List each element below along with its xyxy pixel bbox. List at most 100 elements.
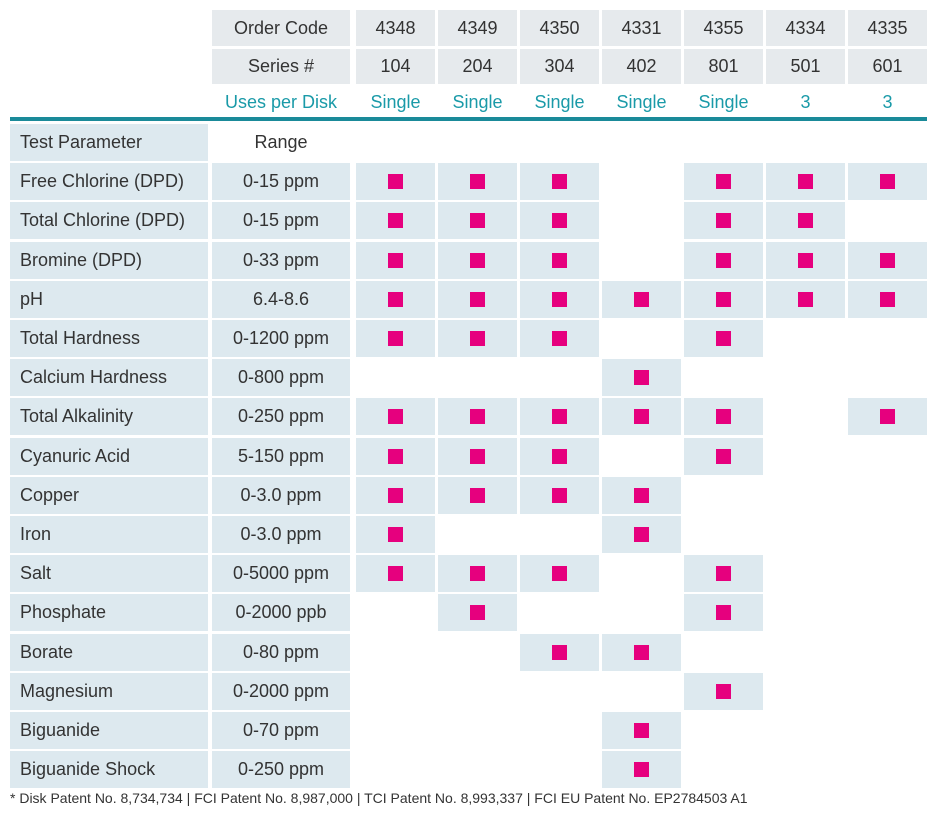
parameter: Copper [10, 476, 208, 514]
mark-cell [684, 202, 763, 240]
availability-mark [470, 213, 485, 229]
availability-mark [470, 331, 485, 346]
availability-mark [634, 291, 649, 307]
mark-cell [356, 437, 435, 475]
mark-cell [684, 163, 763, 201]
series-number: 104 [356, 49, 435, 84]
range: 0-15 ppm [212, 202, 350, 240]
availability-mark [634, 644, 649, 660]
order-code: 4355 [684, 10, 763, 46]
availability-mark [552, 487, 567, 503]
mark-cell [520, 398, 599, 436]
mark-cell [602, 712, 681, 749]
range: 0-15 ppm [212, 163, 350, 201]
mark-cell [520, 202, 599, 240]
mark-cell [684, 555, 763, 593]
order-code: 4334 [766, 10, 845, 46]
mark-cell [602, 476, 681, 514]
mark-cell [602, 359, 681, 397]
mark-cell [848, 163, 927, 201]
parameter: Biguanide Shock [10, 751, 208, 789]
availability-mark [798, 252, 813, 268]
mark-cell [356, 320, 435, 357]
parameter: Total Chlorine (DPD) [10, 202, 208, 240]
series-label: Series # [212, 49, 350, 84]
mark-cell [848, 398, 927, 436]
mark-cell [684, 672, 763, 710]
uses-per-disk: 3 [800, 91, 811, 112]
availability-mark [470, 174, 485, 190]
availability-mark [552, 448, 567, 464]
mark-cell [356, 398, 435, 436]
availability-mark [388, 213, 403, 229]
mark-cell [766, 280, 845, 318]
availability-mark [552, 291, 567, 307]
parameter: Cyanuric Acid [10, 437, 208, 475]
mark-cell [356, 476, 435, 514]
availability-mark [798, 213, 813, 229]
availability-mark [470, 566, 485, 582]
uses-per-disk: Single [370, 91, 421, 112]
mark-cell [356, 555, 435, 593]
availability-mark [798, 174, 813, 190]
uses-label: Uses per Disk [224, 91, 338, 112]
mark-cell [520, 163, 599, 201]
availability-mark [552, 174, 567, 190]
availability-mark [388, 409, 403, 425]
mark-cell [438, 398, 517, 436]
availability-mark [716, 409, 731, 425]
mark-cell [602, 633, 681, 671]
parameter: Calcium Hardness [10, 359, 208, 397]
availability-mark [552, 213, 567, 229]
availability-mark [880, 291, 895, 307]
range: 0-2000 ppb [212, 594, 350, 632]
parameter: Phosphate [10, 594, 208, 632]
series-number: 304 [520, 49, 599, 84]
mark-cell [766, 241, 845, 279]
range: 6.4-8.6 [212, 280, 350, 318]
availability-mark [552, 566, 567, 582]
uses-per-disk: Single [616, 91, 667, 112]
mark-cell [520, 555, 599, 593]
availability-mark [634, 487, 649, 503]
parameter: Salt [10, 555, 208, 593]
series-number: 601 [848, 49, 927, 84]
footnote: * Disk Patent No. 8,734,734 | FCI Patent… [10, 790, 748, 806]
parameter: Total Alkalinity [10, 398, 208, 436]
range: 0-2000 ppm [212, 672, 350, 710]
parameter: pH [10, 280, 208, 318]
availability-mark [634, 723, 649, 738]
range: 5-150 ppm [212, 437, 350, 475]
series-number: 204 [438, 49, 517, 84]
availability-mark [470, 252, 485, 268]
availability-mark [716, 291, 731, 307]
order-code: 4349 [438, 10, 517, 46]
series-number: 801 [684, 49, 763, 84]
availability-mark [388, 331, 403, 346]
parameter: Total Hardness [10, 320, 208, 357]
availability-mark [716, 252, 731, 268]
range: 0-5000 ppm [212, 555, 350, 593]
mark-cell [848, 241, 927, 279]
availability-mark [716, 331, 731, 346]
mark-cell [848, 280, 927, 318]
order-code-label: Order Code [212, 10, 350, 46]
mark-cell [684, 594, 763, 632]
mark-cell [438, 476, 517, 514]
availability-mark [880, 174, 895, 190]
mark-cell [356, 241, 435, 279]
mark-cell [356, 280, 435, 318]
mark-cell [520, 476, 599, 514]
availability-mark [716, 213, 731, 229]
mark-cell [356, 516, 435, 553]
availability-mark [798, 291, 813, 307]
mark-cell [684, 280, 763, 318]
mark-cell [438, 241, 517, 279]
column-header: Test Parameter [10, 124, 208, 161]
availability-mark [388, 527, 403, 542]
order-code: 4331 [602, 10, 681, 46]
mark-cell [520, 633, 599, 671]
availability-mark [552, 252, 567, 268]
mark-cell [356, 163, 435, 201]
